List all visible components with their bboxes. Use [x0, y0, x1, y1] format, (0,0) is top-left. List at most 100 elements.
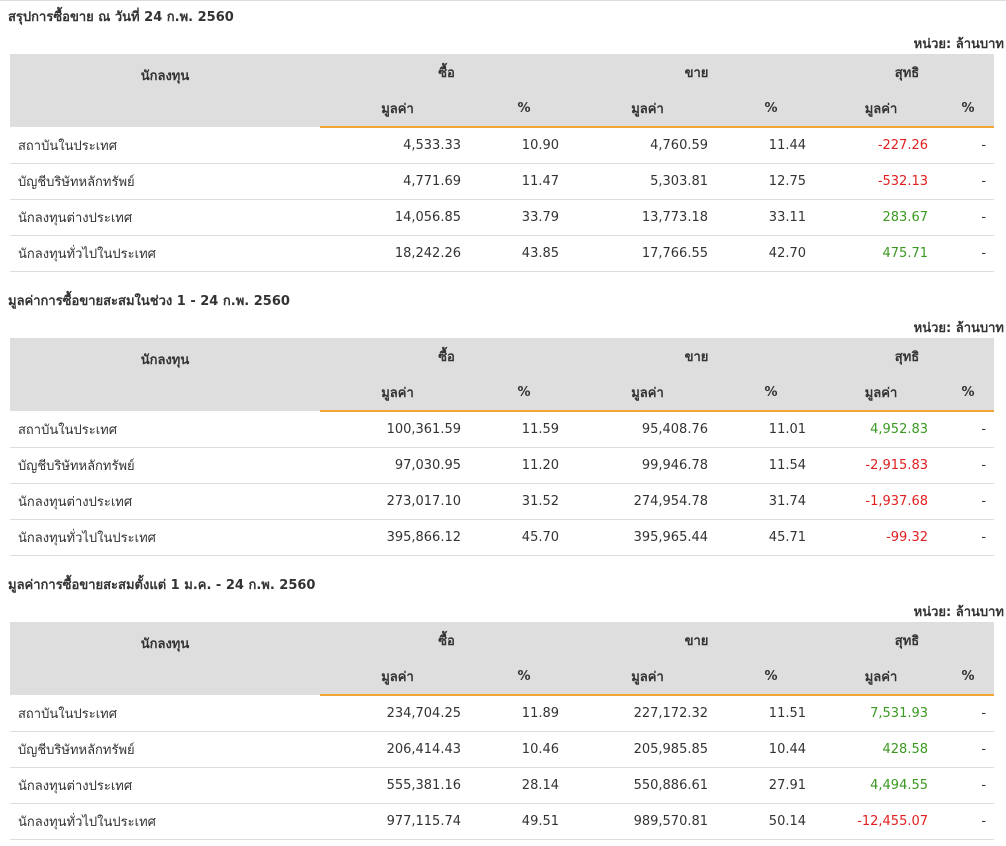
cell: 17,766.55	[573, 235, 723, 272]
cell: 18,242.26	[320, 235, 475, 272]
cell: -227.26	[820, 127, 943, 164]
subheader: %	[942, 374, 995, 412]
cell: 11.44	[722, 127, 821, 164]
unit-label: หน่วย: ล้านบาท	[913, 321, 1004, 336]
data-row: นักลงทุนทั่วไปในประเทศ 18,242.26 43.85 17,7…	[10, 235, 995, 272]
data-row: นักลงทุนต่างประเทศ 14,056.85 33.79 13,773.1…	[10, 199, 995, 236]
unit-label: หน่วย: ล้านบาท	[913, 605, 1004, 620]
cell: -	[942, 235, 995, 272]
data-row: สถาบันในประเทศ 4,533.33 10.90 4,760.59 11.44…	[10, 127, 995, 164]
cell: 395,965.44	[573, 519, 723, 556]
investor-name: นักลงทุนต่างประเทศ	[10, 483, 320, 520]
cell: -	[942, 199, 995, 236]
cell: 11.89	[475, 695, 574, 732]
subheader: %	[722, 374, 821, 412]
subheader: มูลค่า	[820, 658, 943, 696]
cell: 428.58	[820, 731, 943, 768]
column-header: ซื้อ	[320, 338, 574, 374]
subheader-row: มูลค่า% มูลค่า% มูลค่า%	[10, 90, 995, 128]
cell: 11.20	[475, 447, 574, 484]
cell: 274,954.78	[573, 483, 723, 520]
cell: 33.11	[722, 199, 821, 236]
table-body: สถาบันในประเทศ 234,704.25 11.89 227,172.32 1…	[10, 695, 995, 840]
cell: 555,381.16	[320, 767, 475, 804]
column-header: ซื้อ	[320, 622, 574, 658]
cell: 11.59	[475, 411, 574, 448]
investor-name: สถาบันในประเทศ	[10, 695, 320, 732]
cell: -	[942, 803, 995, 840]
table-body: สถาบันในประเทศ 4,533.33 10.90 4,760.59 11.44…	[10, 127, 995, 272]
subheader: %	[475, 90, 574, 128]
data-row: นักลงทุนทั่วไปในประเทศ 395,866.12 45.70 395…	[10, 519, 995, 556]
subheader-row: มูลค่า% มูลค่า% มูลค่า%	[10, 374, 995, 412]
cell: -12,455.07	[820, 803, 943, 840]
table-head: นักลงทุน ซื้อ ขาย สุทธิ มูลค่า% มูลค่า% มูลค่า…	[10, 338, 995, 412]
subheader: %	[475, 374, 574, 412]
cell: 10.46	[475, 731, 574, 768]
cell: 4,533.33	[320, 127, 475, 164]
column-header: สุทธิ	[820, 54, 995, 90]
subheader-row: มูลค่า% มูลค่า% มูลค่า%	[10, 658, 995, 696]
column-header: นักลงทุน	[10, 338, 320, 411]
subheader: %	[722, 658, 821, 696]
investor-name: สถาบันในประเทศ	[10, 411, 320, 448]
cell: -	[942, 695, 995, 732]
cell: 31.52	[475, 483, 574, 520]
subheader: มูลค่า	[820, 374, 943, 412]
cell: 14,056.85	[320, 199, 475, 236]
cell: 43.85	[475, 235, 574, 272]
cell: 4,952.83	[820, 411, 943, 448]
investor-name: นักลงทุนทั่วไปในประเทศ	[10, 235, 320, 272]
cell: 11.01	[722, 411, 821, 448]
investor-name: บัญชีบริษัทหลักทรัพย์	[10, 731, 320, 768]
cell: 234,704.25	[320, 695, 475, 732]
cell: 97,030.95	[320, 447, 475, 484]
column-header: นักลงทุน	[10, 622, 320, 695]
subheader: %	[722, 90, 821, 128]
subheader: มูลค่า	[573, 90, 723, 128]
cell: 206,414.43	[320, 731, 475, 768]
data-row: บัญชีบริษัทหลักทรัพย์ 4,771.69 11.47 5,303.…	[10, 163, 995, 200]
investor-name: นักลงทุนทั่วไปในประเทศ	[10, 519, 320, 556]
subheader: มูลค่า	[320, 374, 475, 412]
cell: 100,361.59	[320, 411, 475, 448]
investor-name: นักลงทุนต่างประเทศ	[10, 767, 320, 804]
subheader: มูลค่า	[320, 658, 475, 696]
cell: 42.70	[722, 235, 821, 272]
cell: -	[942, 483, 995, 520]
cell: 33.79	[475, 199, 574, 236]
cell: 12.75	[722, 163, 821, 200]
cell: 45.71	[722, 519, 821, 556]
summary-table: นักลงทุน ซื้อ ขาย สุทธิ มูลค่า% มูลค่า% มูลค่า…	[10, 622, 995, 840]
column-header: สุทธิ	[820, 338, 995, 374]
cell: 50.14	[722, 803, 821, 840]
investor-name: นักลงทุนต่างประเทศ	[10, 199, 320, 236]
column-header: สุทธิ	[820, 622, 995, 658]
header-row: นักลงทุน ซื้อ ขาย สุทธิ	[10, 622, 995, 695]
subheader: มูลค่า	[320, 90, 475, 128]
cell: 31.74	[722, 483, 821, 520]
section-title: สรุปการซื้อขาย ณ วันที่ 24 ก.พ. 2560	[8, 10, 234, 25]
investor-name: สถาบันในประเทศ	[10, 127, 320, 164]
data-row: นักลงทุนต่างประเทศ 273,017.10 31.52 274,954…	[10, 483, 995, 520]
cell: -	[942, 127, 995, 164]
cell: 95,408.76	[573, 411, 723, 448]
cell: -	[942, 411, 995, 448]
table-head: นักลงทุน ซื้อ ขาย สุทธิ มูลค่า% มูลค่า% มูลค่า…	[10, 54, 995, 128]
column-header: ขาย	[573, 622, 821, 658]
data-row: นักลงทุนทั่วไปในประเทศ 977,115.74 49.51 989…	[10, 803, 995, 840]
section: มูลค่าการซื้อขายสะสมตั้งแต่ 1 ม.ค. - 24 …	[8, 572, 1004, 840]
cell: 273,017.10	[320, 483, 475, 520]
section: มูลค่าการซื้อขายสะสมในช่วง 1 - 24 ก.พ. 2…	[8, 288, 1004, 556]
subheader: %	[942, 658, 995, 696]
header-row: นักลงทุน ซื้อ ขาย สุทธิ	[10, 338, 995, 411]
column-header: ขาย	[573, 54, 821, 90]
investor-name: นักลงทุนทั่วไปในประเทศ	[10, 803, 320, 840]
column-header: ขาย	[573, 338, 821, 374]
cell: 4,771.69	[320, 163, 475, 200]
subheader: มูลค่า	[573, 374, 723, 412]
cell: -1,937.68	[820, 483, 943, 520]
cell: 11.51	[722, 695, 821, 732]
